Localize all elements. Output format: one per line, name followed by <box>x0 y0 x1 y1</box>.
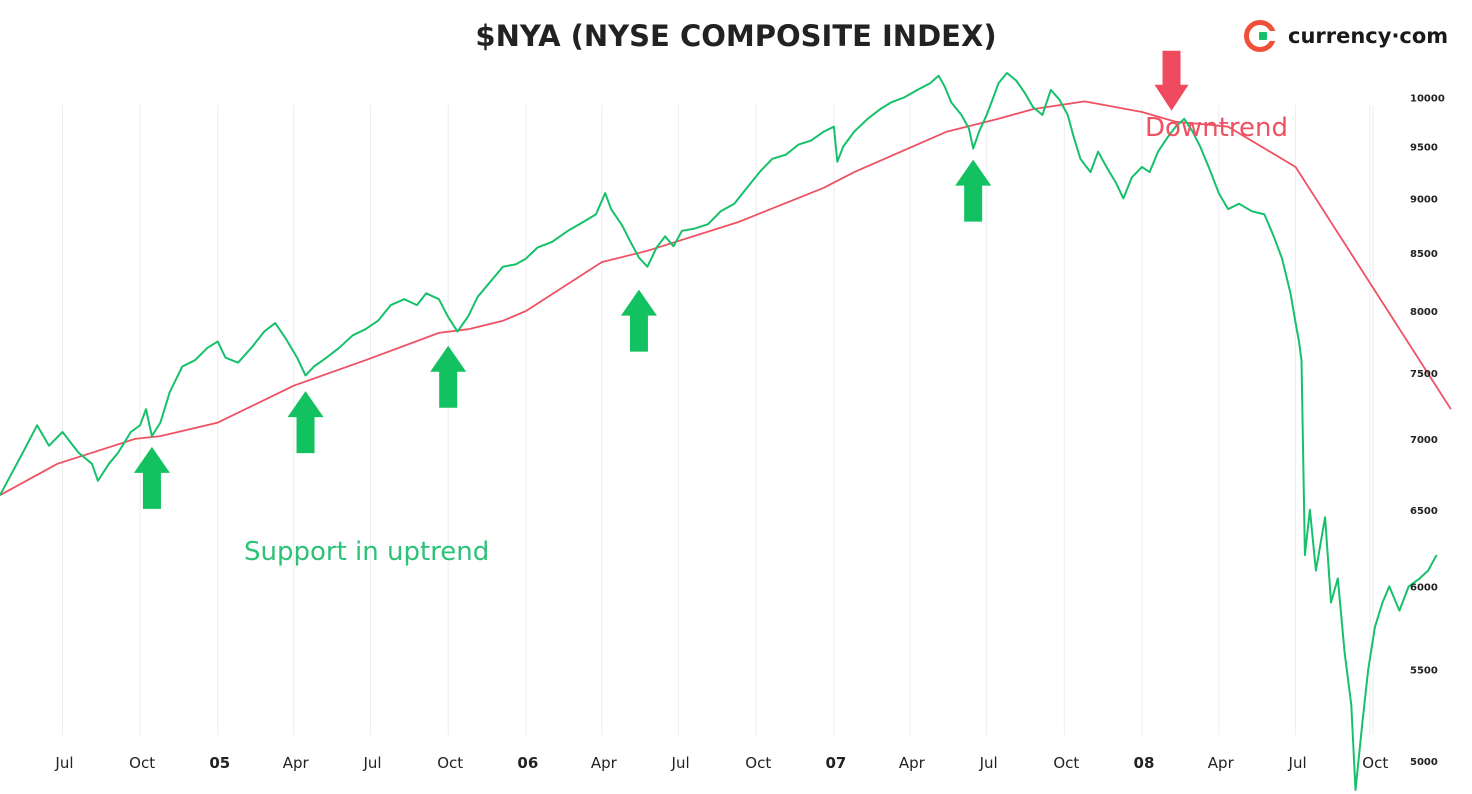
y-tick-label: 5000 <box>1410 757 1438 768</box>
brand-name: currency·com <box>1288 24 1448 48</box>
x-tick-label: 06 <box>517 754 538 772</box>
chart-title: $NYA (NYSE COMPOSITE INDEX) <box>475 19 996 53</box>
x-tick-label: Jul <box>54 754 73 772</box>
y-tick-label: 7000 <box>1410 435 1438 446</box>
x-tick-label: Oct <box>1362 754 1388 772</box>
x-tick-label: Apr <box>1208 754 1235 772</box>
y-tick-label: 8500 <box>1410 249 1438 260</box>
price-line <box>0 72 1438 791</box>
y-tick-label: 7500 <box>1410 369 1438 380</box>
x-tick-label: 07 <box>825 754 846 772</box>
brand-logo-icon-cut <box>1264 31 1278 41</box>
y-tick-label: 6000 <box>1410 582 1438 593</box>
support-arrow-2 <box>430 345 467 408</box>
y-axis-tick-labels: 10000 9500 9000 8500 8000 7500 7000 6500 6000 550… <box>1410 94 1445 768</box>
downtrend-arrow-0 <box>1154 50 1189 111</box>
vertical-gridlines <box>61 105 1374 735</box>
x-tick-label: Oct <box>745 754 771 772</box>
support-arrow-0 <box>133 446 170 509</box>
x-tick-label: Apr <box>591 754 618 772</box>
x-tick-label: 05 <box>209 754 230 772</box>
support-arrow-3 <box>620 289 657 352</box>
y-tick-label: 8000 <box>1410 307 1438 318</box>
annotation-support: Support in uptrend <box>244 537 489 567</box>
y-tick-label: 6500 <box>1410 506 1438 517</box>
x-tick-label: Jul <box>1288 754 1307 772</box>
brand-logo: currency·com <box>1244 20 1448 52</box>
y-tick-label: 9500 <box>1410 143 1438 154</box>
x-tick-label: Oct <box>437 754 463 772</box>
x-axis-tick-labels: Jul Oct 05 Apr Jul Oct 06 Apr Jul Oct 07 Apr Jul Oct 0… <box>54 754 1388 772</box>
x-tick-label: Jul <box>671 754 690 772</box>
x-tick-label: 08 <box>1134 754 1155 772</box>
x-tick-label: Oct <box>1053 754 1079 772</box>
y-tick-label: 10000 <box>1410 94 1445 105</box>
x-tick-label: Jul <box>362 754 381 772</box>
support-arrows <box>133 159 992 509</box>
downtrend-arrows <box>1154 50 1189 111</box>
annotation-downtrend: Downtrend <box>1145 113 1288 143</box>
support-arrow-4 <box>955 159 992 222</box>
x-tick-label: Apr <box>899 754 926 772</box>
support-arrow-1 <box>287 391 324 454</box>
y-tick-label: 9000 <box>1410 194 1438 205</box>
x-tick-label: Apr <box>283 754 310 772</box>
x-tick-label: Oct <box>129 754 155 772</box>
x-tick-label: Jul <box>979 754 998 772</box>
moving-average-line <box>0 100 1452 496</box>
y-tick-label: 5500 <box>1410 666 1438 677</box>
brand-logo-icon-bar <box>1259 32 1267 40</box>
